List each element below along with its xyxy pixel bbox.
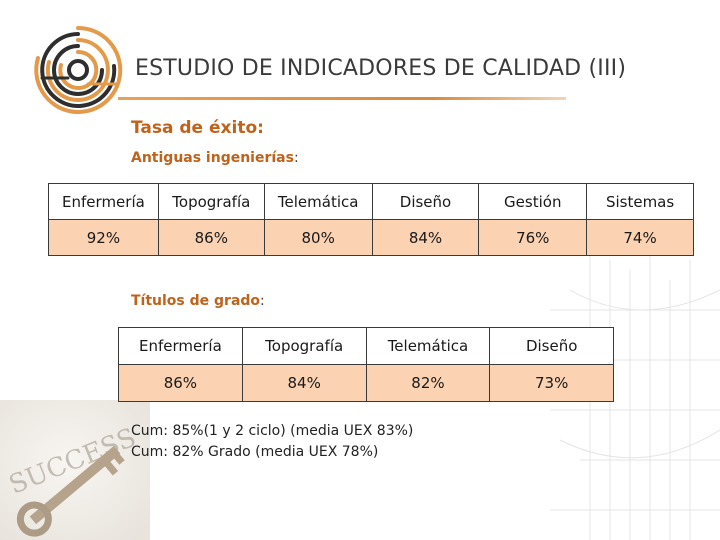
table-header-cell: Enfermería (118, 327, 243, 365)
table-cell: 84% (371, 219, 480, 256)
table-cell: 73% (489, 364, 614, 402)
table-header-cell: Telemática (263, 183, 373, 220)
table-row: 86% 84% 82% 73% (118, 364, 614, 402)
table-header-cell: Diseño (371, 183, 480, 220)
table-header-row: Enfermería Topografía Telemática Diseño (118, 327, 614, 365)
table-cell: 80% (263, 219, 373, 256)
old-engineering-table: Enfermería Topografía Telemática Diseño … (48, 183, 694, 256)
key-success-image: SUCCESS (0, 400, 150, 540)
table-header-row: Enfermería Topografía Telemática Diseño … (48, 183, 694, 220)
note-line: Cum: 85%(1 y 2 ciclo) (media UEX 83%) (131, 423, 414, 439)
table-cell: 84% (241, 364, 367, 402)
note-line: Cum: 82% Grado (media UEX 78%) (131, 444, 379, 460)
decorative-lines-background (550, 250, 720, 540)
table-header-cell: Enfermería (48, 183, 159, 220)
success-rate-heading: Tasa de éxito: (131, 118, 264, 138)
notes: Cum: 85%(1 y 2 ciclo) (media UEX 83%) Cu… (131, 421, 413, 463)
table-cell: 74% (586, 219, 694, 256)
table-cell: 76% (478, 219, 588, 256)
old-engineering-heading-text: Antiguas ingenierías (131, 150, 294, 166)
table-header-cell: Topografía (241, 327, 367, 365)
table-header-cell: Sistemas (586, 183, 694, 220)
table-row: 92% 86% 80% 84% 76% 74% (48, 219, 694, 256)
table-cell: 86% (157, 219, 265, 256)
logo-icon (34, 25, 123, 114)
slide-title: ESTUDIO DE INDICADORES DE CALIDAD (III) (135, 56, 627, 81)
title-underline (118, 97, 566, 100)
heading-colon: : (293, 150, 299, 166)
degree-titles-table: Enfermería Topografía Telemática Diseño … (118, 327, 614, 402)
degree-titles-heading-text: Títulos de grado (131, 293, 261, 309)
table-header-cell: Topografía (157, 183, 265, 220)
table-cell: 92% (48, 219, 159, 256)
table-cell: 86% (118, 364, 243, 402)
table-header-cell: Diseño (489, 327, 614, 365)
table-cell: 82% (365, 364, 491, 402)
table-header-cell: Telemática (365, 327, 491, 365)
table-header-cell: Gestión (478, 183, 588, 220)
old-engineering-heading: Antiguas ingenierías: (131, 150, 299, 166)
degree-titles-heading: Títulos de grado: (131, 293, 265, 309)
heading-colon: : (260, 293, 265, 309)
